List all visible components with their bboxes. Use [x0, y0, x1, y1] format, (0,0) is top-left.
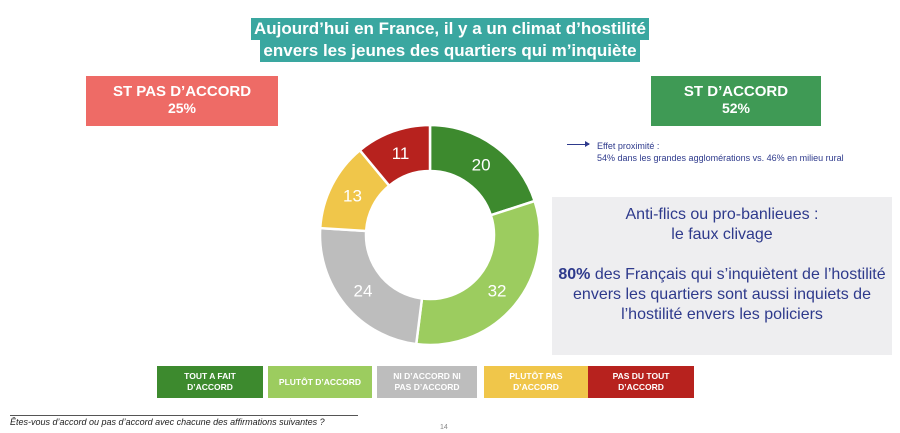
legend-item: PLUTÔT D’ACCORD: [268, 366, 372, 398]
title-line-1: Aujourd’hui en France, il y a un climat …: [251, 18, 649, 40]
note-line-1: Effet proximité :: [597, 141, 660, 151]
agree-label: ST D’ACCORD: [683, 83, 789, 100]
legend-label: NI D’ACCORD NI PAS D’ACCORD: [393, 371, 461, 393]
insight-heading-line-1: Anti-flics ou pro-banlieues :: [625, 206, 819, 223]
divider: [10, 415, 358, 416]
disagree-label: ST PAS D’ACCORD: [112, 83, 252, 100]
legend-label-line: D’ACCORD: [187, 382, 233, 392]
donut-slice: [414, 199, 542, 347]
page-number: 14: [440, 424, 448, 431]
insight-highlight: 80%: [558, 266, 591, 283]
insight-heading-line-2: le faux clivage: [671, 226, 773, 243]
donut-chart: 20 32 24 13 11: [318, 123, 542, 347]
slice-value-label: 32: [488, 281, 507, 300]
insight-text: des Français qui s’inquiètent de l’hosti…: [573, 266, 886, 323]
agree-value: 52%: [721, 100, 751, 116]
proximity-note: Effet proximité : 54% dans les grandes a…: [567, 140, 844, 164]
legend-label: PAS DU TOUT D’ACCORD: [613, 371, 670, 393]
insight-box: Anti-flics ou pro-banlieues : le faux cl…: [552, 197, 892, 355]
note-line-2: 54% dans les grandes agglomérations vs. …: [597, 153, 844, 163]
legend-label: PLUTÔT PAS D’ACCORD: [509, 371, 562, 393]
survey-question: Êtes-vous d’accord ou pas d’accord avec …: [10, 417, 325, 427]
arrow-right-icon: [567, 141, 590, 147]
slice-value-label: 20: [472, 156, 491, 175]
slice-value-label: 24: [354, 281, 373, 300]
slice-value-label: 13: [343, 187, 362, 206]
agree-summary-box: ST D’ACCORD 52%: [651, 76, 821, 126]
legend-label-line: NI D’ACCORD NI: [393, 371, 461, 381]
disagree-summary-box: ST PAS D’ACCORD 25%: [86, 76, 278, 126]
legend-item: PLUTÔT PAS D’ACCORD: [484, 366, 588, 398]
disagree-value: 25%: [167, 100, 197, 116]
legend-label-line: PLUTÔT PAS: [509, 371, 563, 381]
legend-label-line: D’ACCORD: [513, 382, 559, 392]
legend-label-line: D’ACCORD: [618, 382, 664, 392]
insight-paragraph: 80% des Français qui s’inquiètent de l’h…: [552, 265, 892, 325]
legend-label: TOUT A FAIT D’ACCORD: [184, 371, 236, 393]
legend-label-line: PAS D’ACCORD: [394, 382, 460, 392]
legend-item: PAS DU TOUT D’ACCORD: [588, 366, 694, 398]
legend-item: TOUT A FAIT D’ACCORD: [157, 366, 263, 398]
donut-slice: [358, 123, 432, 188]
legend-label-line: PLUTÔT D’ACCORD: [278, 376, 362, 387]
title-line-2: envers les jeunes des quartiers qui m’in…: [260, 40, 640, 62]
legend-label: PLUTÔT D’ACCORD: [279, 377, 361, 388]
page-title: Aujourd’hui en France, il y a un climat …: [0, 18, 900, 62]
legend-label-line: PAS DU TOUT: [612, 371, 670, 381]
legend-label-line: TOUT A FAIT: [184, 371, 236, 381]
slice-value-label: 11: [392, 144, 410, 163]
insight-heading: Anti-flics ou pro-banlieues : le faux cl…: [552, 205, 892, 245]
legend-item: NI D’ACCORD NI PAS D’ACCORD: [377, 366, 477, 398]
